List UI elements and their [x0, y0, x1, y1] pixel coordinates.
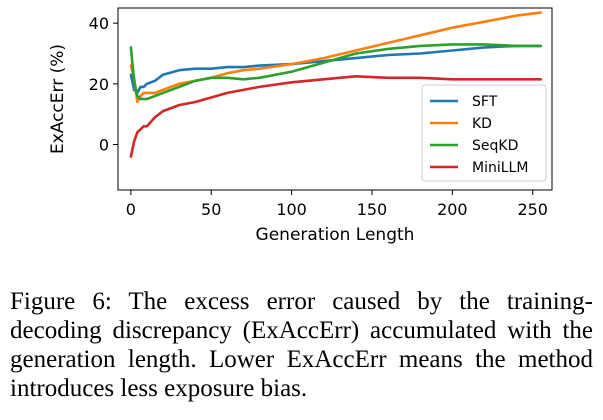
- y-axis: 0 20 40: [89, 14, 118, 155]
- series-line-minillm: [129, 75, 543, 158]
- x-tick-label: 200: [437, 200, 468, 219]
- x-axis-label: Generation Length: [256, 225, 415, 245]
- y-tick-label: 40: [89, 14, 109, 33]
- y-axis-label: ExAccErr (%): [48, 44, 68, 154]
- series-line-kd: [129, 11, 543, 104]
- legend-box: [421, 84, 547, 182]
- series-layer: [129, 11, 543, 158]
- x-axis: 0 50 100 150 200 250: [126, 190, 548, 219]
- x-tick-label: 0: [126, 200, 136, 219]
- figure-caption: Figure 6: The excess error caused by the…: [10, 288, 593, 402]
- legend-label-minillm: MiniLLM: [472, 160, 528, 176]
- x-tick-label: 250: [517, 200, 548, 219]
- series-line-seqkd: [129, 43, 543, 101]
- y-tick-label: 20: [89, 75, 109, 94]
- legend-label-sft: SFT: [472, 94, 498, 110]
- series-line-sft: [129, 44, 543, 95]
- plot-frame: [117, 7, 553, 191]
- x-tick-label: 50: [201, 200, 221, 219]
- x-tick-label: 150: [357, 200, 388, 219]
- x-tick-label: 100: [276, 200, 307, 219]
- legend-label-seqkd: SeqKD: [472, 138, 518, 154]
- y-tick-label: 0: [99, 136, 109, 155]
- legend: SFT KD SeqKD MiniLLM: [421, 84, 547, 182]
- legend-label-kd: KD: [472, 116, 492, 132]
